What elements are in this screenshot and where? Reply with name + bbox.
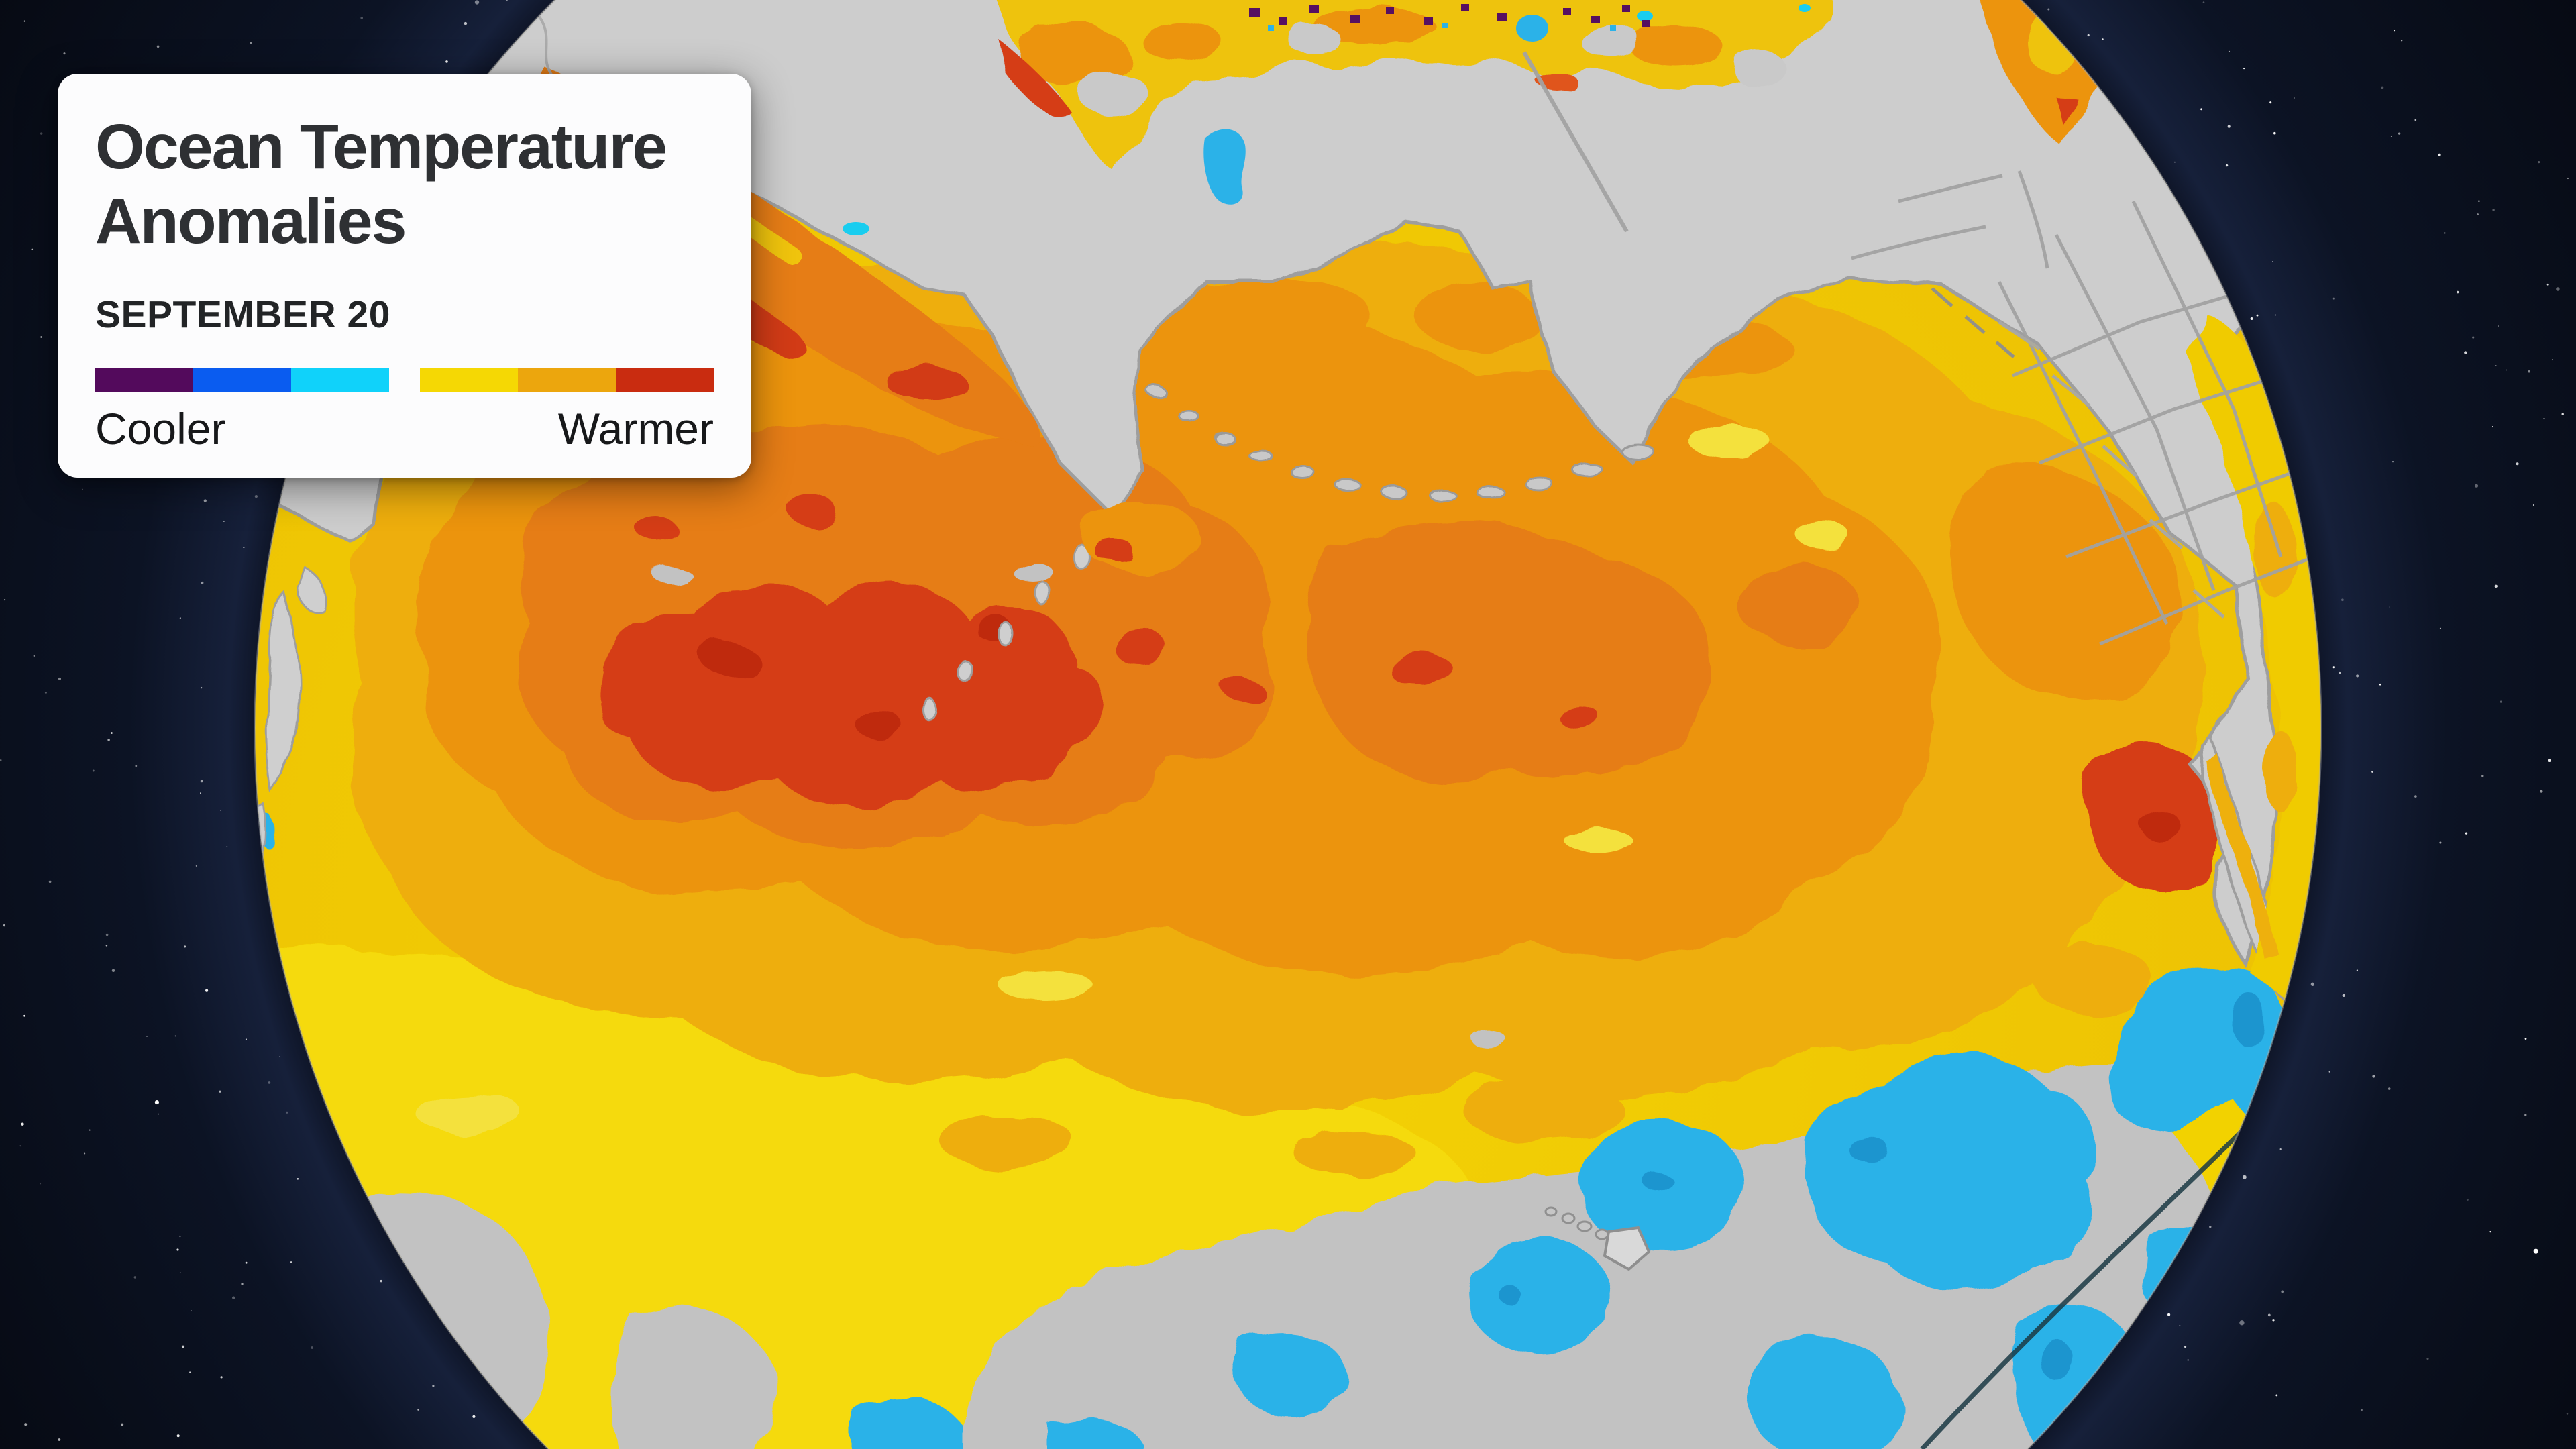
arctic-cold-specks	[843, 4, 1811, 235]
cooler-label: Cooler	[95, 404, 226, 454]
alaska-canada-border	[1522, 51, 1629, 233]
land-siberia-alaska-north-america	[255, 0, 2321, 967]
globe	[255, 0, 2321, 1449]
hawaiian-islands	[1544, 1206, 1651, 1271]
globe-limb	[254, 0, 2322, 1449]
legend-title: Ocean Temperature Anomalies	[95, 110, 714, 259]
gulf-limb-water-strip	[2184, 315, 2321, 1006]
warmer-color-bar	[420, 368, 714, 393]
legend-axis-labels: Cooler Warmer	[95, 403, 714, 454]
warmer-label: Warmer	[557, 404, 714, 454]
legend-card: Ocean Temperature Anomalies SEPTEMBER 20…	[58, 74, 751, 478]
land-japan-kuril-strips	[255, 543, 1091, 881]
cooler-swatch-2	[193, 368, 291, 393]
legend-title-line1: Ocean Temperature	[95, 111, 667, 182]
arctic-water-wedge	[993, 0, 1831, 171]
warmer-swatch-3	[616, 368, 714, 393]
cooler-swatch-1	[95, 368, 193, 393]
legend-color-bars	[95, 368, 714, 393]
warmer-swatch-1	[420, 368, 518, 393]
cooler-swatch-3	[291, 368, 389, 393]
warmer-swatch-2	[518, 368, 616, 393]
map-lines	[535, 12, 2315, 646]
legend-title-line2: Anomalies	[95, 186, 407, 258]
cooler-color-bar	[95, 368, 389, 393]
legend-date: SEPTEMBER 20	[95, 293, 390, 337]
equator-line	[1920, 1091, 2282, 1449]
aleutian-islands	[1148, 386, 1654, 502]
